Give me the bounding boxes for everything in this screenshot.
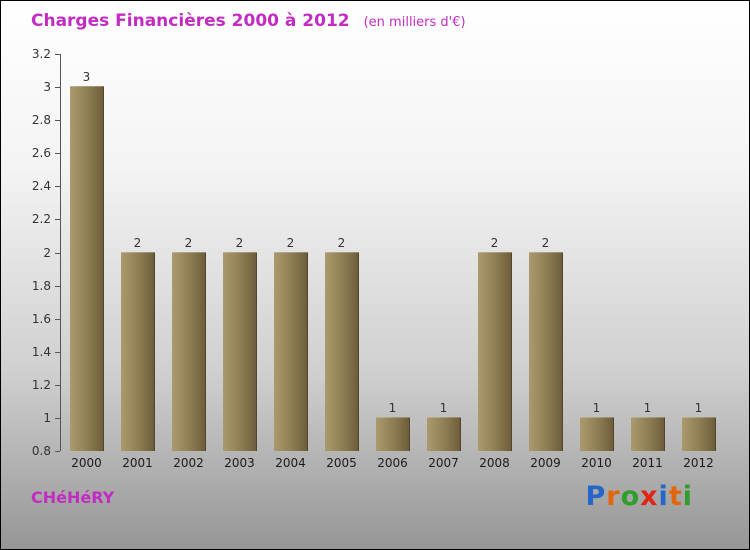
y-axis: 0.8 1 1.2 1.4 1.6 1.8 2 2.2 2.4 2.6 2.8 3 3.2 [1,47,61,458]
y-tick-mark [55,417,60,419]
bar [324,251,359,451]
bar [171,251,206,451]
y-tick-label: 3.2 [31,47,51,61]
bar-slot: 1 2010 [571,54,622,470]
bar-slot: 2 2008 [469,54,520,470]
x-axis-label: 2000 [71,456,102,470]
y-tick-label: 1.2 [31,377,51,392]
x-axis-label: 2005 [326,456,357,470]
y-tick-label: 1.4 [31,344,51,359]
y-tick-mark [55,451,60,452]
chart-title: Charges Financières 2000 à 2012 [31,11,350,31]
x-axis-label: 2006 [377,456,408,470]
y-axis-line [60,54,61,451]
logo-letter: r [606,481,621,512]
bar [477,251,512,451]
x-axis-label: 2012 [683,456,714,470]
bar-slot: 2 2009 [520,54,571,470]
bar-slot: 1 2007 [418,54,469,470]
bar-slot: 2 2004 [265,54,316,470]
y-tick-mark [55,351,60,353]
bar-slot: 1 2011 [622,54,673,470]
x-axis-label: 2008 [479,456,510,470]
bar-slot: 1 2006 [367,54,418,470]
bar-value-label: 2 [337,235,346,250]
company-name: CHéHéRY [31,488,115,507]
x-axis-label: 2007 [428,456,459,470]
y-tick-label: 2 [43,245,51,260]
x-axis-label: 2004 [275,456,306,470]
y-tick-mark [55,285,60,287]
bar-value-label: 2 [490,235,499,250]
bar [222,251,257,451]
y-tick-mark [55,219,60,221]
y-tick-mark [55,384,60,386]
bar-slot: 2 2005 [316,54,367,470]
y-tick-label: 0.8 [31,444,51,458]
logo-letter: i [682,481,693,512]
bar-value-label: 2 [184,235,193,250]
bar-value-label: 2 [286,235,295,250]
y-tick-label: 2.8 [31,113,51,128]
x-axis-label: 2001 [122,456,153,470]
y-tick-label: 1 [43,410,51,425]
bar [426,416,461,451]
logo-letter: P [585,481,607,512]
bar-slot: 3 2000 [61,54,112,470]
y-tick-mark [55,318,60,320]
y-tick-mark [55,153,60,155]
bar-value-label: 3 [82,70,91,85]
bar [681,416,716,451]
x-axis-label: 2003 [224,456,255,470]
bar-slot: 2 2001 [112,54,163,470]
bar-slot: 2 2003 [214,54,265,470]
bar-value-label: 1 [439,400,448,415]
y-tick-mark [55,120,60,122]
x-axis-label: 2011 [632,456,663,470]
y-tick-mark [55,186,60,188]
y-tick-label: 1.6 [31,311,51,326]
bar [69,86,104,451]
bar-value-label: 1 [592,400,601,415]
bar [120,251,155,451]
y-tick-label: 2.6 [31,146,51,161]
bar-slot: 1 2012 [673,54,724,470]
bar-value-label: 1 [643,400,652,415]
logo-letter: i [658,481,669,512]
y-tick-mark [55,54,60,55]
logo-letter: t [668,481,683,512]
bar [630,416,665,451]
bar [375,416,410,451]
y-tick-mark [55,87,60,89]
chart-subtitle: (en milliers d'€) [363,15,466,30]
x-axis-label: 2002 [173,456,204,470]
x-axis-label: 2010 [581,456,612,470]
bar-value-label: 1 [388,400,397,415]
proxiti-logo: Proxiti [585,481,693,512]
logo-letter: o [620,481,641,512]
x-axis-label: 2009 [530,456,561,470]
bar [579,416,614,451]
plot-area: 3 2000 2 2001 2 2002 2 2003 2 2004 2 2005 1 2006 1 2007… [61,54,724,470]
y-tick-label: 2.2 [31,212,51,227]
bar-value-label: 2 [235,235,244,250]
chart-header: Charges Financières 2000 à 2012 (en milli… [31,11,466,31]
y-tick-label: 3 [43,80,51,95]
logo-letter: x [640,481,659,512]
bar [528,251,563,451]
bar-slot: 2 2002 [163,54,214,470]
y-tick-mark [55,252,60,254]
y-tick-label: 2.4 [31,179,51,194]
y-tick-label: 1.8 [31,278,51,293]
bar-value-label: 1 [694,400,703,415]
bar-value-label: 2 [541,235,550,250]
bar [273,251,308,451]
bar-value-label: 2 [133,235,142,250]
